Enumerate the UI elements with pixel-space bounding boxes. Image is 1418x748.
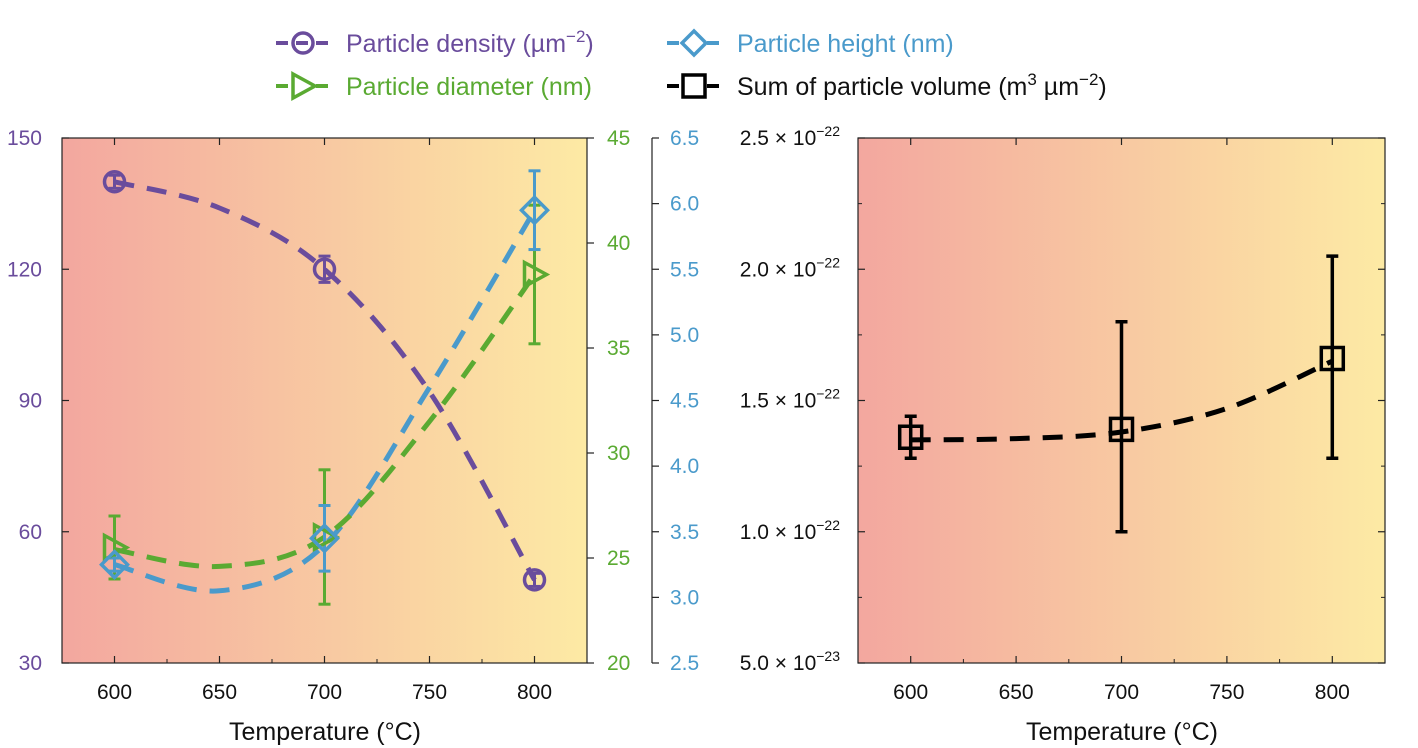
legend-density-exp: −2 [566, 27, 585, 46]
right-y-tick-mantissa: 2.5 × 10 [740, 127, 816, 150]
left-height-tick-label: 4.0 [670, 455, 699, 478]
right-y-tick-exponent: −22 [816, 386, 840, 402]
left-height-tick-label: 3.5 [670, 521, 699, 544]
left-diameter-point [522, 259, 551, 290]
right-x-tick-label: 700 [1104, 681, 1139, 704]
legend-volume-label: Sum of particle volume (m3 µm−2) [737, 70, 1107, 101]
right-y-tick-exponent: −22 [816, 123, 840, 139]
left-density-tick-label: 60 [19, 521, 42, 544]
legend-density-marker [291, 31, 315, 55]
right-y-tick-exponent: −23 [816, 648, 840, 664]
right-y-tick-mantissa: 1.0 × 10 [740, 521, 816, 544]
legend-volume-exp2: −2 [1079, 70, 1098, 89]
legend-diameter-label: Particle diameter (nm) [346, 73, 592, 101]
left-diameter-fit-line [114, 273, 537, 570]
legend-height: Particle height (nm) [667, 28, 954, 58]
right-y-tick-mantissa: 5.0 × 10 [740, 652, 816, 675]
left-density-point [102, 170, 127, 194]
left-chart: 600 650 700 750 800 30 60 90 120 150 20 25 30 35 40 45 2… [7, 127, 699, 746]
right-y-tick-label: 2.5 × 10−22 [740, 123, 840, 150]
left-density-tick-label: 90 [19, 390, 42, 413]
right-x-tick-label: 800 [1315, 681, 1350, 704]
left-density-tick-label: 30 [19, 652, 42, 675]
right-x-tick-label: 600 [893, 681, 928, 704]
legend-volume-exp1: 3 [1027, 70, 1036, 89]
right-x-tick-label: 650 [999, 681, 1034, 704]
left-diameter-tick-label: 25 [607, 547, 630, 570]
left-height-tick-label: 6.5 [670, 127, 699, 150]
legend-density-close: ) [585, 30, 593, 58]
legend-volume-close: ) [1098, 73, 1106, 101]
left-diameter-tick-label: 35 [607, 337, 630, 360]
left-height-tick-label: 3.0 [670, 586, 699, 609]
left-x-tick-label: 700 [307, 681, 342, 704]
legend-volume-text: Sum of particle volume (m [737, 73, 1027, 101]
right-volume-point [897, 424, 924, 450]
legend: Particle density (µm−2) Particle height … [276, 27, 1107, 101]
left-diameter-tick-label: 40 [607, 232, 630, 255]
left-density-tick-label: 150 [7, 127, 42, 150]
left-height-point [99, 549, 130, 581]
left-x-tick-label: 800 [517, 681, 552, 704]
right-y-tick-label: 2.0 × 10−22 [740, 254, 840, 281]
right-y-tick-exponent: −22 [816, 254, 840, 270]
left-diameter-tick-label: 20 [607, 652, 630, 675]
left-x-tick-label: 750 [412, 681, 447, 704]
legend-volume-marker [681, 73, 707, 99]
left-height-tick-label: 2.5 [670, 652, 699, 675]
left-height-point [519, 194, 550, 226]
left-diameter-tick-label: 30 [607, 442, 630, 465]
right-y-tick-label: 1.5 × 10−22 [740, 386, 840, 413]
legend-diameter-marker [291, 71, 319, 101]
legend-volume-mid: µm [1037, 73, 1079, 101]
legend-density-text: Particle density (µm [346, 30, 566, 58]
legend-diameter: Particle diameter (nm) [276, 71, 592, 101]
right-volume-point [1319, 345, 1346, 372]
right-y-tick-mantissa: 2.0 × 10 [740, 258, 816, 281]
right-y-tick-label: 1.0 × 10−22 [740, 517, 840, 544]
legend-height-label: Particle height (nm) [737, 30, 954, 58]
left-density-point [312, 257, 337, 281]
left-diameter-tick-label: 45 [607, 127, 630, 150]
left-density-fit-line [113, 179, 537, 582]
right-volume-point [1108, 416, 1135, 443]
right-x-tick-label: 750 [1209, 681, 1244, 704]
left-height-tick-label: 5.0 [670, 324, 699, 347]
legend-density-label: Particle density (µm−2) [346, 27, 594, 58]
legend-volume: Sum of particle volume (m3 µm−2) [667, 70, 1107, 101]
right-x-axis-title: Temperature (°C) [1026, 718, 1218, 746]
left-height-tick-label: 4.5 [670, 390, 699, 413]
left-x-tick-label: 600 [97, 681, 132, 704]
left-x-tick-label: 650 [202, 681, 237, 704]
left-height-point [309, 522, 340, 554]
right-y-tick-label: 5.0 × 10−23 [740, 648, 840, 675]
left-height-tick-label: 5.5 [670, 258, 699, 281]
left-density-point [522, 568, 547, 592]
left-x-axis-title: Temperature (°C) [229, 718, 421, 746]
left-height-fit-line [113, 208, 537, 594]
legend-density: Particle density (µm−2) [276, 27, 594, 58]
right-y-tick-exponent: −22 [816, 517, 840, 533]
legend-height-marker [679, 28, 709, 58]
left-density-tick-label: 120 [7, 258, 42, 281]
left-height-tick-label: 6.0 [670, 193, 699, 216]
right-y-tick-mantissa: 1.5 × 10 [740, 390, 816, 413]
